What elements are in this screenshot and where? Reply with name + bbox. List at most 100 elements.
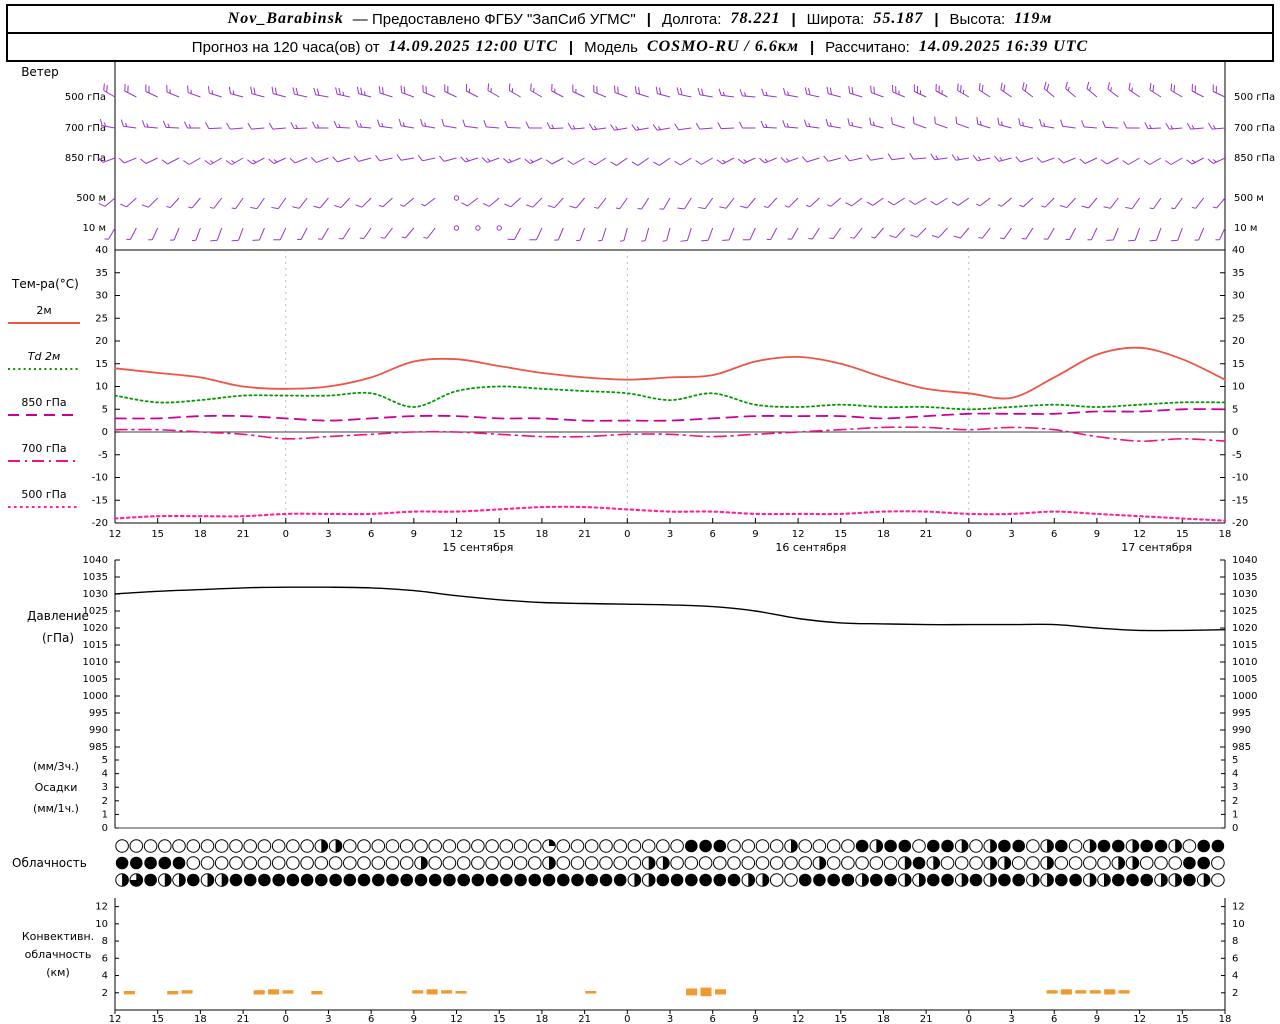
wind-barb-feather	[674, 160, 681, 166]
wind-barb-feather	[338, 123, 341, 128]
hour-label: 9	[411, 529, 417, 540]
cloud-symbol	[300, 856, 314, 870]
cloud-symbol-fill	[335, 839, 342, 853]
wind-barb-feather	[375, 154, 381, 162]
wind-barb	[252, 157, 265, 165]
cloud-symbol-fill	[990, 839, 997, 853]
cloud-symbol-fill	[1203, 873, 1210, 887]
wind-barb	[210, 157, 222, 165]
convective-cloud-bar	[426, 989, 438, 995]
cloud-symbol	[584, 856, 599, 870]
cloud-symbol	[998, 839, 1011, 853]
wind-barb	[187, 92, 201, 98]
wind-barb-feather	[525, 121, 530, 129]
wind-level-label-left: 500 м	[76, 193, 106, 204]
cloud-symbol	[599, 856, 613, 870]
cloud-symbol	[471, 873, 485, 887]
cloud-symbol-fill	[122, 873, 129, 887]
cloud-panel-title: Облачность	[12, 856, 87, 870]
wind-barb-feather	[588, 160, 596, 166]
wind-barb-feather	[363, 91, 366, 96]
cloud-symbol	[528, 873, 542, 887]
wind-barb-feather	[249, 206, 258, 210]
cloud-symbol	[315, 873, 328, 887]
wind-barb-feather	[994, 155, 1000, 162]
wind-barb-feather	[1191, 206, 1196, 209]
wind-barb-feather	[204, 160, 211, 165]
cloud-symbol	[627, 856, 642, 870]
tick-label: 15	[1232, 359, 1245, 370]
wind-barb-feather	[1060, 119, 1064, 127]
cloud-symbol-fill	[179, 873, 186, 887]
wind-barb-feather	[316, 88, 320, 96]
cloud-symbol-fill	[819, 856, 826, 870]
wind-barb-feather	[636, 126, 640, 130]
wind-barb	[597, 197, 607, 209]
wind-barb	[763, 126, 777, 129]
wind-barb	[272, 127, 286, 130]
wind-barb	[977, 157, 991, 162]
wind-barb-feather	[780, 157, 787, 163]
wind-level-label-right: 500 м	[1234, 193, 1264, 204]
altitude-label: Высота:	[949, 10, 1006, 28]
cloud-symbol-fill	[648, 856, 655, 870]
wind-barb-feather	[931, 235, 939, 239]
latitude-label: Широта:	[806, 10, 865, 28]
wind-barb-feather	[1128, 239, 1136, 242]
wind-barb-feather	[851, 121, 854, 127]
wind-barb	[1069, 227, 1077, 240]
cloud-symbol-fill	[904, 856, 912, 870]
wind-barb-feather	[508, 158, 513, 163]
cloud-symbol	[698, 856, 713, 870]
cloud-symbol	[257, 839, 272, 853]
cloud-symbol	[841, 873, 855, 887]
wind-barb-feather	[1089, 86, 1092, 91]
cloud-symbol	[471, 839, 485, 853]
wind-barb-feather	[359, 237, 364, 240]
wind-barb-feather	[162, 120, 167, 128]
wind-barb-feather	[247, 122, 252, 130]
cloud-symbol	[884, 873, 897, 887]
wind-barb-feather	[805, 204, 811, 208]
cloud-symbol	[656, 873, 670, 887]
wind-barb	[785, 157, 799, 163]
wind-barb	[443, 157, 457, 162]
cloud-symbol-fill	[933, 856, 940, 870]
cloud-symbol	[812, 839, 827, 853]
hour-label: 18	[1219, 1014, 1232, 1024]
hour-label: 3	[667, 529, 673, 540]
wind-barb	[998, 157, 1012, 162]
cloud-symbol	[798, 856, 813, 870]
wind-barb	[102, 157, 116, 163]
wind-barb	[764, 157, 777, 164]
cloud-symbol-fill	[990, 873, 997, 887]
cloud-symbol	[1168, 856, 1182, 870]
wind-barb-feather	[598, 239, 603, 242]
wind-barb	[572, 91, 585, 98]
cloud-symbol	[400, 873, 414, 887]
cloud-symbol	[998, 873, 1011, 887]
cloud-symbol	[200, 839, 215, 853]
tick-label: 5	[102, 404, 108, 415]
wind-barb-feather	[1107, 82, 1110, 90]
wind-barb	[979, 197, 991, 207]
cloud-symbol	[343, 873, 357, 887]
cloud-symbol	[443, 873, 456, 887]
wind-barb-feather	[141, 120, 146, 128]
tick-label: 990	[1232, 725, 1251, 736]
wind-barb	[635, 127, 649, 131]
wind-barb-feather	[631, 124, 637, 131]
cloud-symbol-fill	[321, 839, 328, 853]
cloud-symbol	[584, 839, 599, 853]
wind-barb-feather	[679, 87, 683, 96]
wind-barb	[749, 227, 756, 240]
cloud-panel: Облачность	[12, 839, 1225, 887]
forecast-start-value: 14.09.2025 12:00 UTC	[388, 38, 558, 55]
cloud-symbol	[1026, 839, 1040, 853]
wind-barb	[686, 227, 692, 241]
cloud-symbol	[713, 856, 727, 870]
wind-barb-feather	[353, 155, 359, 162]
hour-label: 9	[1094, 1014, 1100, 1024]
wind-barb	[579, 227, 586, 241]
wind-barb-feather	[615, 207, 620, 210]
